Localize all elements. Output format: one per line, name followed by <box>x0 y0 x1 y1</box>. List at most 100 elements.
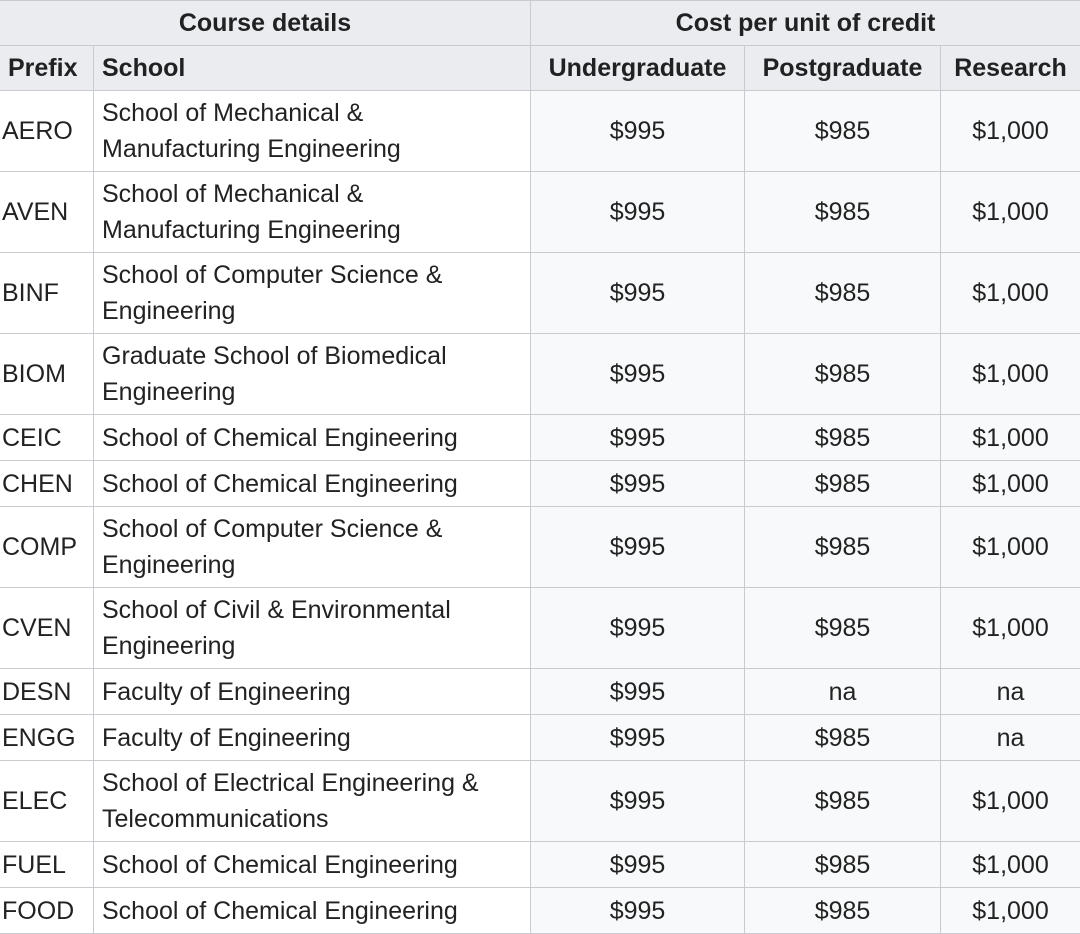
undergraduate-cost-cell: $995 <box>531 253 745 334</box>
postgraduate-cost-cell: $985 <box>745 507 941 588</box>
prefix-cell: BIOM <box>0 334 94 415</box>
prefix-cell: FUEL <box>0 842 94 888</box>
school-name-line: Engineering <box>102 293 524 329</box>
prefix-column-header: Prefix <box>0 46 94 91</box>
school-name-line: School of Computer Science & <box>102 257 524 293</box>
school-name-line: School of Electrical Engineering & <box>102 765 524 801</box>
school-cell: School of Mechanical &Manufacturing Engi… <box>94 91 531 172</box>
prefix-cell: BINF <box>0 253 94 334</box>
cost-per-unit-header: Cost per unit of credit <box>531 1 1080 46</box>
postgraduate-cost-cell: na <box>745 669 941 715</box>
undergraduate-cost-cell: $995 <box>531 172 745 253</box>
school-cell: School of Chemical Engineering <box>94 888 531 934</box>
school-name-line: School of Civil & Environmental <box>102 592 524 628</box>
prefix-cell: ENGG <box>0 715 94 761</box>
undergraduate-cost-cell: $995 <box>531 588 745 669</box>
research-cost-cell: $1,000 <box>941 334 1080 415</box>
postgraduate-cost-cell: $985 <box>745 715 941 761</box>
course-details-header: Course details <box>0 1 531 46</box>
prefix-cell: FOOD <box>0 888 94 934</box>
school-name-line: School of Computer Science & <box>102 511 524 547</box>
research-cost-cell: $1,000 <box>941 761 1080 842</box>
school-name-line: Faculty of Engineering <box>102 720 524 756</box>
research-cost-cell: $1,000 <box>941 91 1080 172</box>
postgraduate-cost-cell: $985 <box>745 334 941 415</box>
postgraduate-cost-cell: $985 <box>745 172 941 253</box>
school-name-line: Faculty of Engineering <box>102 674 524 710</box>
school-name-line: School of Chemical Engineering <box>102 847 524 883</box>
school-cell: School of Chemical Engineering <box>94 415 531 461</box>
school-name-line: Engineering <box>102 547 524 583</box>
school-name-line: School of Mechanical & <box>102 176 524 212</box>
undergraduate-cost-cell: $995 <box>531 888 745 934</box>
school-cell: Faculty of Engineering <box>94 669 531 715</box>
school-cell: School of Computer Science &Engineering <box>94 507 531 588</box>
school-cell: School of Electrical Engineering &Teleco… <box>94 761 531 842</box>
school-name-line: Manufacturing Engineering <box>102 131 524 167</box>
postgraduate-cost-cell: $985 <box>745 415 941 461</box>
research-cost-cell: $1,000 <box>941 415 1080 461</box>
prefix-cell: DESN <box>0 669 94 715</box>
undergraduate-cost-cell: $995 <box>531 415 745 461</box>
school-name-line: School of Chemical Engineering <box>102 893 524 929</box>
school-cell: Faculty of Engineering <box>94 715 531 761</box>
school-cell: School of Computer Science &Engineering <box>94 253 531 334</box>
table-head: Course details Cost per unit of credit P… <box>0 1 1080 91</box>
school-name-line: Telecommunications <box>102 801 524 837</box>
research-cost-cell: $1,000 <box>941 842 1080 888</box>
research-cost-cell: $1,000 <box>941 253 1080 334</box>
research-cost-cell: na <box>941 669 1080 715</box>
school-cell: School of Mechanical &Manufacturing Engi… <box>94 172 531 253</box>
prefix-cell: CVEN <box>0 588 94 669</box>
research-cost-cell: $1,000 <box>941 888 1080 934</box>
undergraduate-cost-cell: $995 <box>531 507 745 588</box>
undergraduate-cost-cell: $995 <box>531 334 745 415</box>
undergraduate-cost-cell: $995 <box>531 761 745 842</box>
prefix-cell: COMP <box>0 507 94 588</box>
prefix-cell: CEIC <box>0 415 94 461</box>
undergraduate-column-header: Undergraduate <box>531 46 745 91</box>
research-cost-cell: $1,000 <box>941 461 1080 507</box>
undergraduate-cost-cell: $995 <box>531 91 745 172</box>
postgraduate-cost-cell: $985 <box>745 461 941 507</box>
postgraduate-cost-cell: $985 <box>745 842 941 888</box>
prefix-cell: CHEN <box>0 461 94 507</box>
research-cost-cell: $1,000 <box>941 507 1080 588</box>
research-cost-cell: $1,000 <box>941 172 1080 253</box>
undergraduate-cost-cell: $995 <box>531 669 745 715</box>
postgraduate-cost-cell: $985 <box>745 761 941 842</box>
school-name-line: Graduate School of Biomedical <box>102 338 524 374</box>
postgraduate-cost-cell: $985 <box>745 888 941 934</box>
school-name-line: School of Chemical Engineering <box>102 466 524 502</box>
school-name-line: Engineering <box>102 628 524 664</box>
research-cost-cell: na <box>941 715 1080 761</box>
postgraduate-cost-cell: $985 <box>745 588 941 669</box>
postgraduate-cost-cell: $985 <box>745 253 941 334</box>
school-name-line: Engineering <box>102 374 524 410</box>
research-column-header: Research <box>941 46 1080 91</box>
column-header-row: Prefix School Undergraduate Postgraduate… <box>0 46 1080 91</box>
group-header-row: Course details Cost per unit of credit <box>0 1 1080 46</box>
prefix-cell: AERO <box>0 91 94 172</box>
school-name-line: School of Chemical Engineering <box>102 420 524 456</box>
school-name-line: Manufacturing Engineering <box>102 212 524 248</box>
undergraduate-cost-cell: $995 <box>531 461 745 507</box>
school-cell: School of Chemical Engineering <box>94 842 531 888</box>
school-cell: School of Chemical Engineering <box>94 461 531 507</box>
